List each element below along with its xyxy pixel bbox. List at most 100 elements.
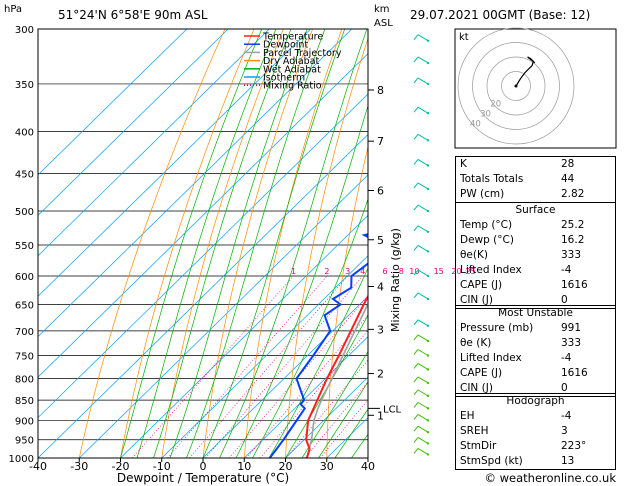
hodograph-trace (515, 56, 536, 87)
wind-barb-flag (413, 182, 419, 189)
background-lines (38, 29, 368, 458)
wet-adiabat-line (136, 29, 277, 458)
wind-barb-staff (417, 244, 429, 252)
mu-row: CAPE (J) 1616 (456, 366, 615, 381)
height-tick-label: 3 (377, 323, 384, 336)
height-tick-label: 8 (377, 84, 384, 97)
wind-barb-flag (413, 349, 419, 355)
wind-barb-dot (426, 354, 430, 357)
wind-barb-flag (413, 389, 419, 396)
wind-barb-flag (413, 56, 419, 63)
wind-barbs (413, 34, 430, 456)
most-unstable-title: Most Unstable (498, 307, 573, 319)
datetime-label: 29.07.2021 00GMT (Base: 12) (410, 8, 590, 22)
legend-label: Isotherm (263, 73, 305, 84)
isotherm-line (161, 255, 368, 458)
index-label: PW (cm) (460, 188, 505, 200)
mu-label: CIN (J) (460, 382, 493, 394)
legend-label: Dry Adiabat (263, 56, 320, 67)
wind-barb-staff (417, 269, 429, 277)
dry-adiabat-line (120, 29, 255, 458)
wind-barb-dot (426, 339, 430, 343)
index-label: Totals Totals (460, 173, 524, 185)
isotherm-line (79, 174, 368, 458)
isotherm-line (244, 336, 368, 458)
wet-adiabat-line (120, 29, 263, 458)
wet-adiabat-line (301, 350, 368, 458)
wind-barb-flag (413, 245, 419, 251)
wind-barb-flag (413, 334, 419, 341)
wind-barb-staff (417, 77, 429, 85)
mu-value: 1616 (561, 367, 588, 379)
pressure-tick-label: 300 (15, 25, 34, 36)
height-tick-label: 2 (377, 368, 384, 381)
index-label: K (460, 158, 467, 170)
dry-adiabat-line (161, 29, 284, 458)
pressure-tick-label: 900 (15, 416, 34, 427)
pressure-tick-label: 400 (15, 128, 34, 139)
wind-barb-dot (426, 430, 430, 434)
legend-label: Mixing Ratio (263, 81, 322, 92)
surface-value: 1616 (561, 279, 588, 291)
surface-value: -4 (561, 264, 572, 276)
pressure-tick-label: 850 (15, 396, 34, 407)
mu-value: -4 (561, 352, 572, 364)
mu-row: θe (K) 333 (456, 336, 615, 351)
asl-label: ASL (374, 18, 393, 29)
wind-barb-staff (417, 106, 429, 114)
wet-adiabat-line (202, 29, 346, 458)
hodo-label: StmSpd (kt) (460, 455, 523, 467)
hodo-label: EH (460, 410, 475, 422)
credit-label: © weatheronline.co.uk (484, 471, 616, 485)
wind-barb-dot (426, 82, 430, 86)
wind-barb-flag (413, 77, 419, 84)
hodograph-ring-label: 30 (480, 109, 491, 119)
wind-barb-dot (426, 419, 430, 422)
wind-barb-staff (417, 292, 429, 300)
hodo-row: StmDir 223° (456, 439, 615, 454)
wind-barb-staff (417, 34, 429, 42)
pressure-tick-label: 750 (15, 351, 34, 362)
axes: 1 2 3 4 6 8 10 15 20 2530035040045050055060065070… (9, 25, 476, 473)
wet-adiabat-line (268, 267, 368, 458)
dry-adiabat-line (78, 29, 226, 458)
height-tick-label: 7 (377, 135, 384, 148)
series-temperature-line (305, 294, 368, 458)
surface-value: 0 (561, 294, 568, 306)
series-parcel-trajectory-line (306, 302, 368, 458)
wind-barb-staff (417, 334, 429, 342)
wind-barb-staff (417, 437, 429, 444)
km-label: km (374, 4, 390, 15)
isotherm-line (38, 29, 188, 176)
surface-row: CIN (J) 0 (456, 293, 615, 308)
mixing-ratio-label: 25 (466, 267, 476, 276)
wind-barb-flag (413, 204, 419, 211)
isotherm-line (202, 295, 368, 458)
hodograph-title: Hodograph (506, 395, 565, 407)
isotherm-line (38, 29, 311, 297)
hodo-row: StmSpd (kt) 13 (456, 454, 615, 469)
x-tick-label: -30 (70, 460, 88, 473)
index-value: 2.82 (561, 188, 585, 200)
hodograph-unit-label: kt (459, 32, 469, 43)
pressure-tick-label: 500 (15, 207, 34, 218)
mixing-ratio-label: 3 (345, 267, 350, 276)
wind-barb-staff (417, 447, 429, 455)
mu-row: Pressure (mb) 991 (456, 321, 615, 336)
wind-barb-dot (426, 442, 430, 445)
pressure-tick-label: 950 (15, 436, 34, 447)
isotherm-line (38, 133, 368, 458)
x-tick-label: 20 (279, 460, 293, 473)
mixing-ratio-line (189, 275, 348, 458)
hodo-value: 223° (561, 440, 587, 452)
surface-label: CIN (J) (460, 294, 493, 306)
wind-barb-flag (413, 225, 419, 232)
wind-barb-staff (417, 349, 429, 356)
hodograph-ring (486, 56, 546, 116)
dry-adiabat-line (202, 29, 313, 458)
x-tick-label: -40 (29, 460, 47, 473)
wind-barb-flag (413, 133, 419, 140)
pressure-tick-label: 650 (15, 301, 34, 312)
hodo-row: SREH 3 (456, 424, 615, 439)
